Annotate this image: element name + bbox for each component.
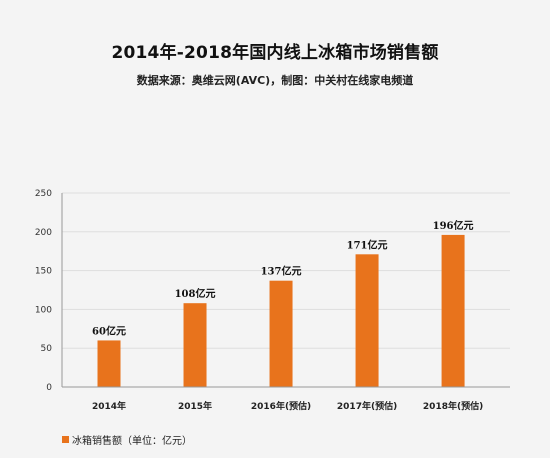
y-tick-label: 200	[35, 228, 52, 238]
bar	[183, 303, 207, 387]
data-label: 171亿元	[347, 238, 388, 251]
legend-swatch	[62, 436, 69, 443]
legend-label: 冰箱销售额（单位：亿元）	[72, 436, 192, 447]
y-tick-label: 0	[46, 383, 52, 393]
x-tick-label: 2017年(预估)	[337, 400, 397, 412]
data-labels: 60亿元 108亿元 137亿元 171亿元 196亿元	[92, 219, 473, 338]
y-tick-label: 50	[41, 344, 53, 354]
bar	[269, 280, 293, 387]
data-label: 196亿元	[433, 219, 474, 232]
y-axis: 0 50 100 150 200 250	[35, 189, 63, 393]
bar	[355, 254, 379, 387]
y-tick-label: 250	[35, 189, 52, 199]
data-label: 60亿元	[92, 324, 126, 337]
x-tick-label: 2014年	[92, 400, 126, 412]
data-label: 137亿元	[261, 265, 302, 278]
x-tick-label: 2018年(预估)	[423, 400, 483, 412]
bar	[441, 234, 465, 387]
chart-subtitle: 数据来源：奥维云网(AVC)，制图：中关村在线家电频道	[136, 74, 414, 87]
y-tick-label: 150	[35, 267, 52, 277]
chart-title: 2014年-2018年国内线上冰箱市场销售额	[111, 43, 439, 63]
bar	[97, 340, 121, 387]
y-tick-label: 100	[35, 305, 52, 315]
x-tick-label: 2016年(预估)	[251, 400, 311, 412]
x-tick-label: 2015年	[178, 400, 212, 412]
x-axis: 2014年 2015年 2016年(预估) 2017年(预估) 2018年(预估)	[62, 386, 510, 412]
data-label: 108亿元	[175, 287, 216, 300]
legend: 冰箱销售额（单位：亿元）	[62, 432, 192, 447]
bars	[97, 234, 465, 387]
